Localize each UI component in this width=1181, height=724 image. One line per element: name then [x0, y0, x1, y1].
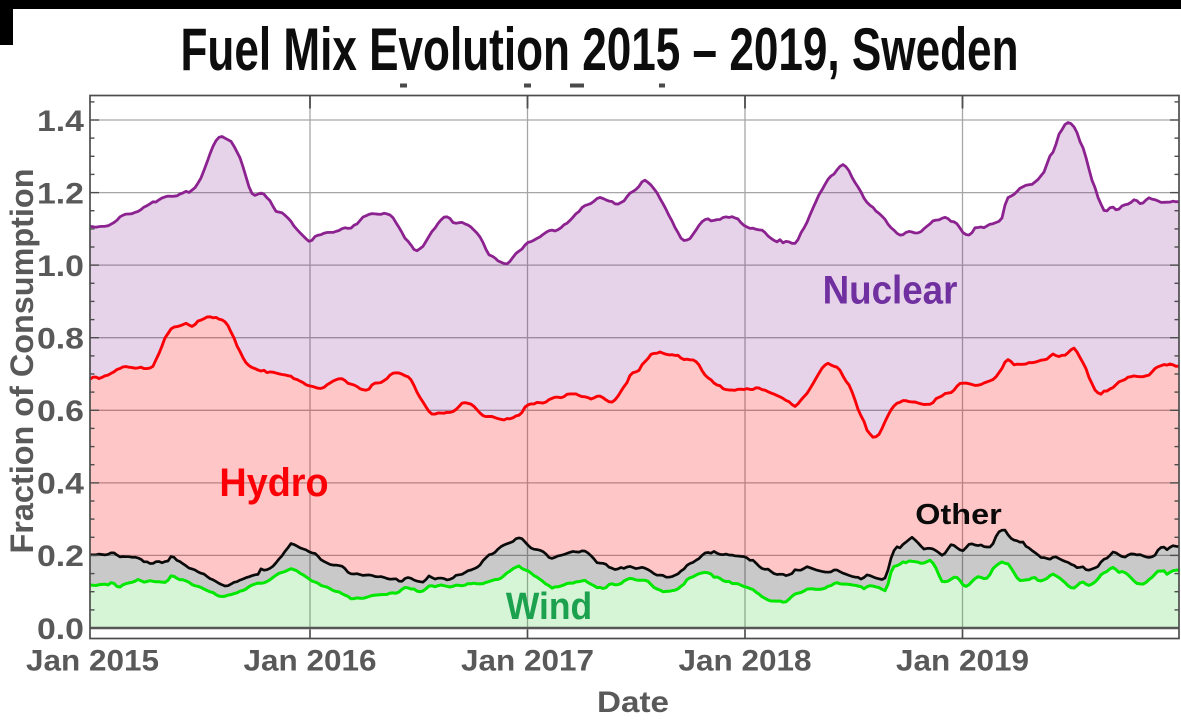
svg-text:Date: Date: [597, 686, 669, 719]
svg-text:Wind: Wind: [506, 585, 592, 627]
svg-text:Jan 2019: Jan 2019: [896, 645, 1029, 678]
svg-text:0.8: 0.8: [37, 323, 84, 356]
svg-text:Jan 2018: Jan 2018: [679, 645, 812, 678]
svg-text:0.0: 0.0: [37, 613, 84, 646]
svg-text:Jan 2016: Jan 2016: [244, 645, 377, 678]
svg-text:0.4: 0.4: [37, 468, 84, 501]
svg-text:Fuel Mix Evolution 2015 – 2019: Fuel Mix Evolution 2015 – 2019, Sweden: [180, 16, 1018, 83]
svg-text:1.0: 1.0: [37, 250, 84, 283]
svg-text:0.2: 0.2: [37, 540, 84, 573]
svg-text:1.2: 1.2: [37, 177, 84, 210]
svg-text:1.4: 1.4: [37, 105, 84, 138]
svg-text:Fraction of Consumption: Fraction of Consumption: [4, 169, 40, 554]
svg-text:Nuclear: Nuclear: [823, 268, 958, 313]
svg-text:Jan 2015: Jan 2015: [26, 645, 159, 678]
svg-text:Hydro: Hydro: [219, 461, 328, 505]
svg-text:Jan 2017: Jan 2017: [461, 645, 594, 678]
svg-text:Other: Other: [915, 498, 1001, 531]
svg-text:0.6: 0.6: [37, 395, 84, 428]
